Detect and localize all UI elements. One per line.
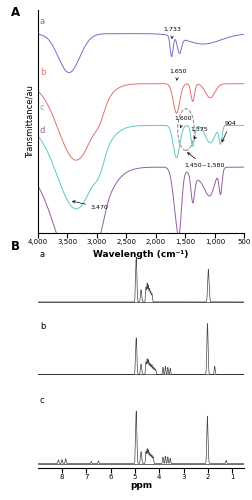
Text: 1,650: 1,650	[169, 68, 186, 80]
Y-axis label: Transmittance/au: Transmittance/au	[26, 85, 35, 158]
X-axis label: ppm: ppm	[130, 481, 152, 490]
Text: 1,450~1,580: 1,450~1,580	[184, 152, 225, 168]
Text: a: a	[40, 16, 45, 26]
Text: c: c	[40, 104, 45, 112]
Text: B: B	[11, 240, 20, 253]
Text: A: A	[11, 6, 20, 18]
Text: a: a	[40, 250, 45, 259]
Text: d: d	[40, 126, 45, 134]
Text: 3,470: 3,470	[73, 200, 109, 210]
Text: 1,733: 1,733	[164, 27, 181, 38]
Text: b: b	[40, 322, 45, 332]
Text: 904: 904	[222, 122, 236, 142]
X-axis label: Wavelength (cm⁻¹): Wavelength (cm⁻¹)	[93, 250, 189, 260]
Text: 1,600: 1,600	[175, 116, 192, 128]
Text: c: c	[40, 396, 45, 405]
Text: 1,375: 1,375	[190, 127, 208, 139]
Text: b: b	[40, 68, 45, 77]
